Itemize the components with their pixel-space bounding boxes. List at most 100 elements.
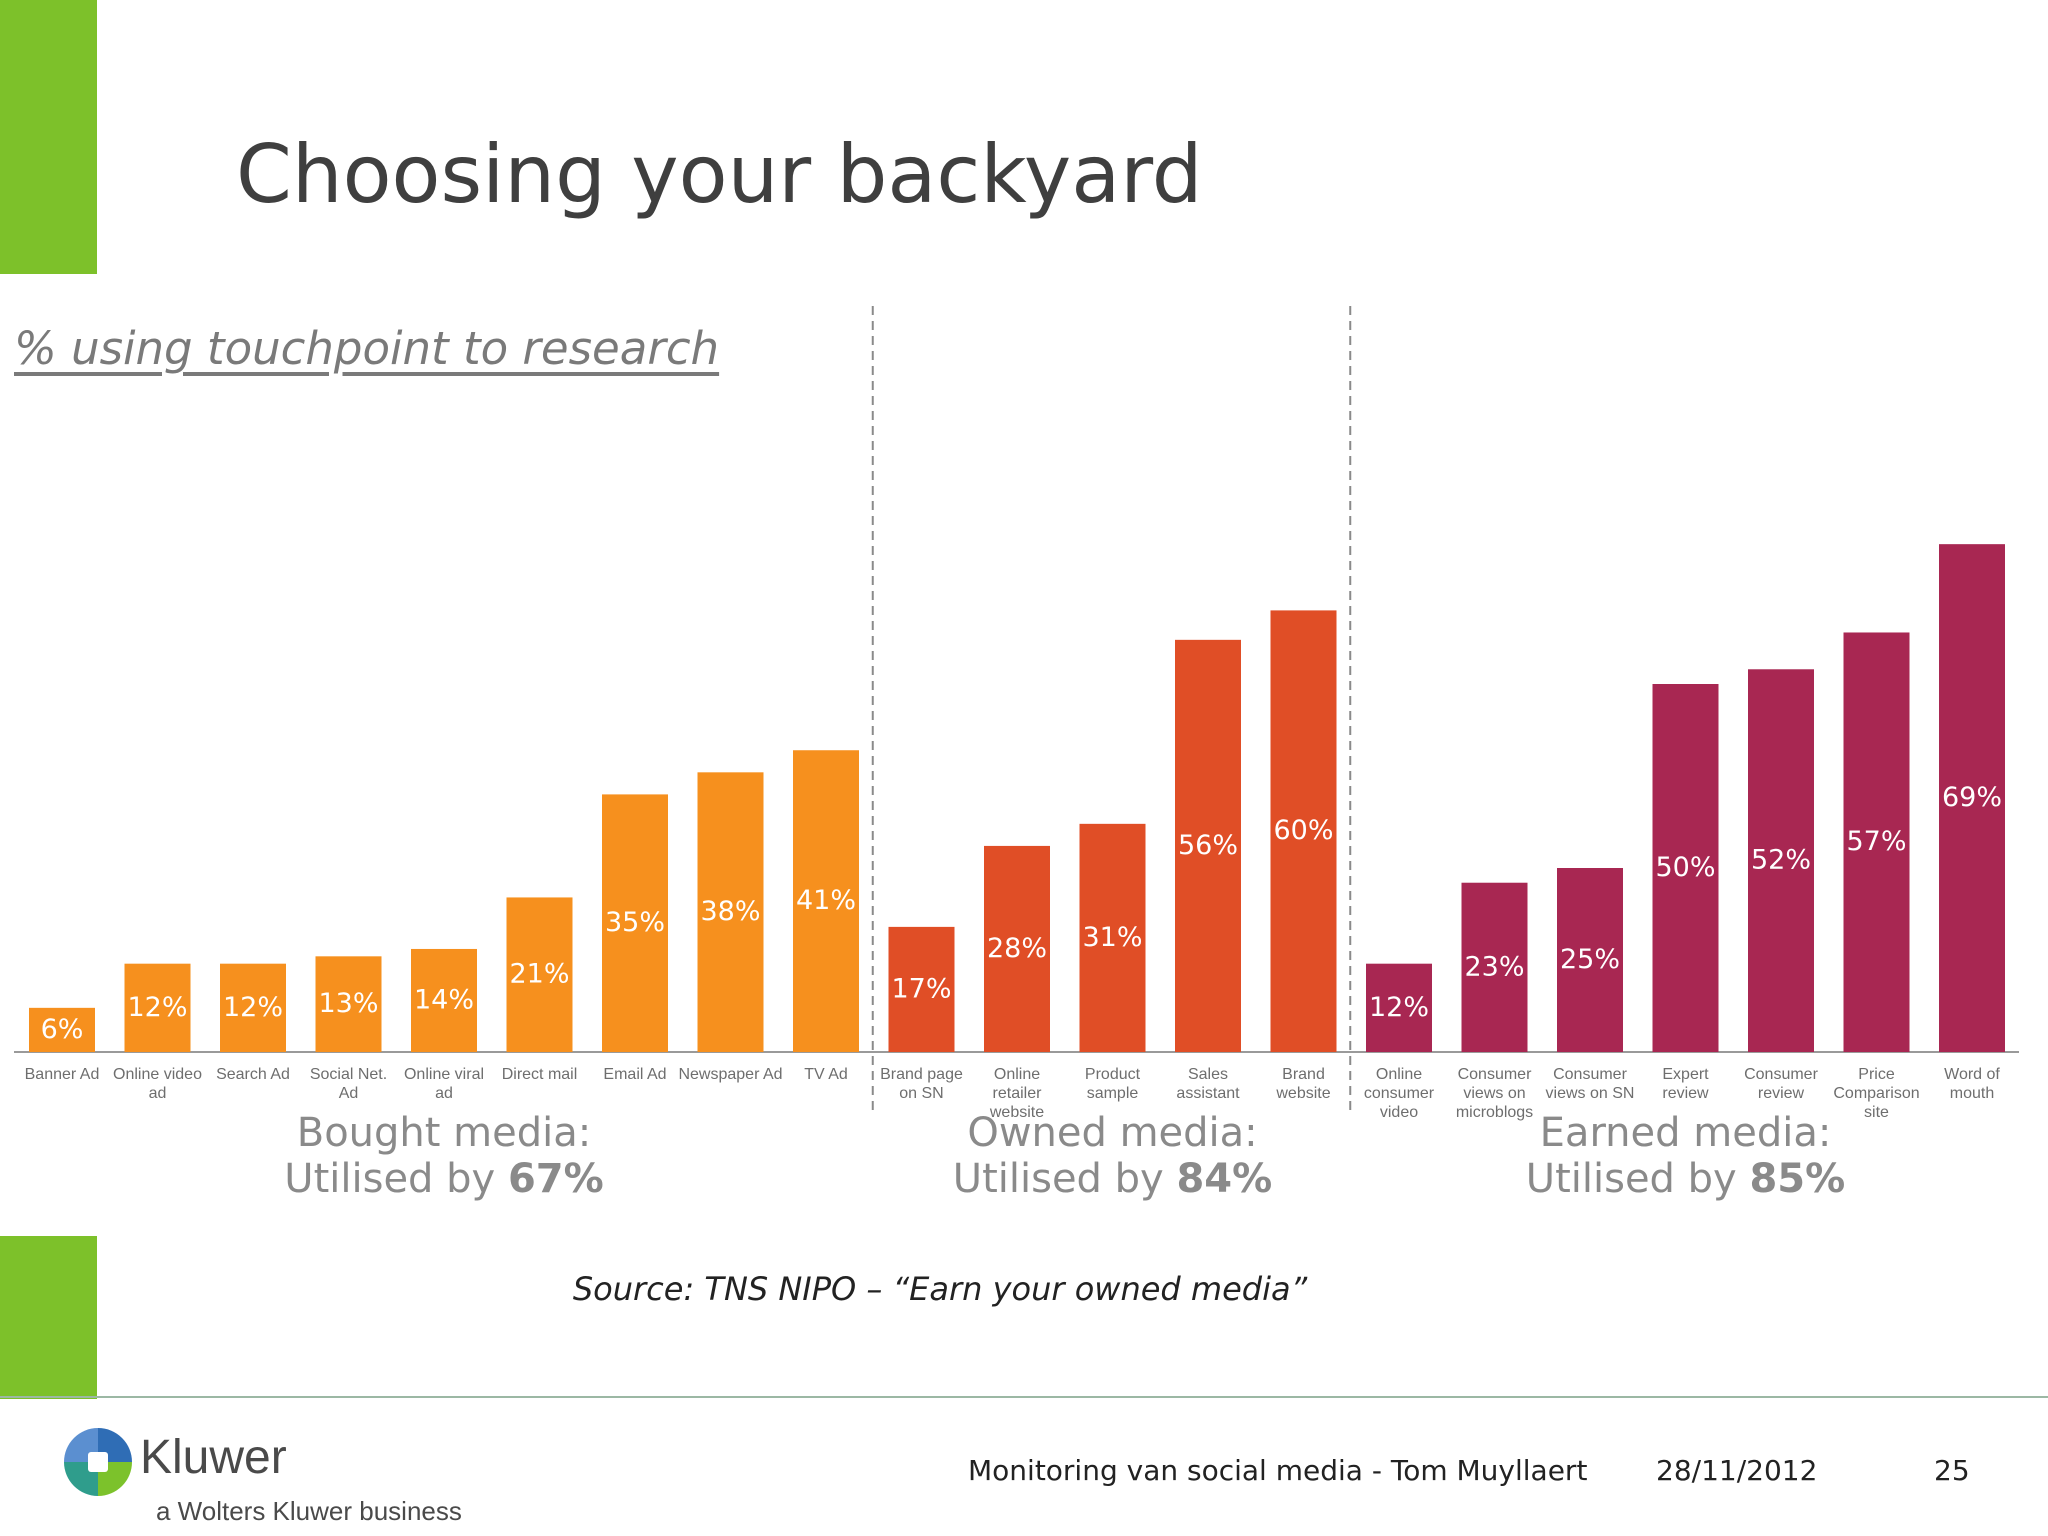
bar xyxy=(1939,544,2005,1052)
category-label: mouth xyxy=(1950,1085,1994,1102)
footer-divider xyxy=(0,1396,2048,1398)
category-label: Direct mail xyxy=(502,1066,578,1083)
data-label: 13% xyxy=(318,988,378,1019)
category-label: video xyxy=(1380,1104,1418,1121)
category-label: Ad xyxy=(339,1085,359,1102)
category-label: Brand page xyxy=(880,1066,963,1083)
category-label: Online xyxy=(1376,1066,1422,1083)
data-label: 17% xyxy=(891,973,951,1004)
bar xyxy=(1843,632,1910,1052)
bar xyxy=(984,845,1050,1052)
category-label: ad xyxy=(435,1085,453,1102)
utilisation-prefix: Utilised by xyxy=(953,1156,1177,1202)
data-label: 52% xyxy=(1751,845,1811,876)
data-label: 21% xyxy=(509,959,569,990)
kluwer-logo: Kluwer a Wolters Kluwer business xyxy=(64,1428,484,1528)
bar xyxy=(1270,610,1337,1052)
bar xyxy=(1079,823,1146,1052)
bar xyxy=(1748,669,1814,1052)
group-summary-utilisation: Utilised by 85% xyxy=(1526,1156,1845,1202)
category-label: Newspaper Ad xyxy=(678,1066,782,1083)
bar xyxy=(1557,868,1623,1052)
data-label: 6% xyxy=(41,1014,84,1045)
bar xyxy=(697,772,764,1052)
footer-date: 28/11/2012 xyxy=(1656,1454,1818,1487)
data-label: 14% xyxy=(414,984,474,1015)
category-label: microblogs xyxy=(1456,1104,1533,1121)
category-label: views on xyxy=(1463,1085,1525,1102)
bar xyxy=(220,963,286,1052)
category-label: on SN xyxy=(899,1085,943,1102)
data-label: 50% xyxy=(1655,852,1715,883)
group-summary-title: Owned media: xyxy=(967,1110,1257,1156)
category-label: website xyxy=(1275,1085,1330,1102)
chart-title: % using touchpoint to research xyxy=(14,322,720,375)
logo-name: Kluwer xyxy=(140,1431,287,1484)
utilisation-prefix: Utilised by xyxy=(1526,1156,1750,1202)
utilisation-value: 85% xyxy=(1749,1156,1845,1202)
category-label: Word of xyxy=(1944,1066,2000,1083)
category-label: Consumer xyxy=(1458,1066,1532,1083)
category-label: assistant xyxy=(1176,1085,1240,1102)
bar-chart: 6% Banner Ad 12% Online video ad 12% Search Ad… xyxy=(14,306,2019,1202)
category-label: review xyxy=(1662,1085,1709,1102)
category-label: Banner Ad xyxy=(25,1066,100,1083)
accent-bar-top xyxy=(0,0,97,274)
category-label: Social Net. xyxy=(310,1066,387,1083)
category-label: consumer xyxy=(1364,1085,1435,1102)
data-label: 35% xyxy=(605,907,665,938)
bar xyxy=(1175,639,1241,1052)
category-label: Product xyxy=(1085,1066,1141,1083)
group-summary-title: Bought media: xyxy=(297,1110,591,1156)
data-label: 60% xyxy=(1273,815,1333,846)
category-label: Price xyxy=(1858,1066,1895,1083)
bar xyxy=(124,963,191,1052)
data-label: 23% xyxy=(1464,951,1524,982)
data-label: 31% xyxy=(1082,922,1142,953)
data-label: 57% xyxy=(1846,826,1906,857)
utilisation-value: 67% xyxy=(508,1156,604,1202)
category-label: Online viral xyxy=(404,1066,484,1083)
bar xyxy=(793,750,859,1052)
bar xyxy=(1366,963,1432,1052)
data-label: 12% xyxy=(223,992,283,1023)
data-label: 38% xyxy=(700,896,760,927)
bar xyxy=(888,926,955,1052)
category-label: Online video xyxy=(113,1066,202,1083)
slide-title: Choosing your backyard xyxy=(236,128,1203,221)
data-label: 41% xyxy=(796,885,856,916)
category-label: website xyxy=(989,1104,1044,1121)
bar xyxy=(506,897,573,1052)
utilisation-prefix: Utilised by xyxy=(284,1156,508,1202)
category-label: site xyxy=(1864,1104,1889,1121)
category-label: retailer xyxy=(993,1085,1043,1102)
bar xyxy=(29,1007,95,1052)
category-label: Comparison xyxy=(1833,1085,1919,1102)
logo-tagline: a Wolters Kluwer business xyxy=(156,1496,462,1526)
data-label: 69% xyxy=(1942,782,2002,813)
category-label: Brand xyxy=(1282,1066,1325,1083)
bar xyxy=(315,956,382,1052)
data-label: 12% xyxy=(127,992,187,1023)
source-citation: Source: TNS NIPO – “Earn your owned medi… xyxy=(572,1270,1308,1308)
category-label: Search Ad xyxy=(216,1066,290,1083)
utilisation-value: 84% xyxy=(1176,1156,1272,1202)
category-label: TV Ad xyxy=(804,1066,848,1083)
category-label: Expert xyxy=(1662,1066,1709,1083)
category-label: Sales xyxy=(1188,1066,1228,1083)
data-label: 12% xyxy=(1369,992,1429,1023)
category-label: Consumer xyxy=(1744,1066,1818,1083)
data-label: 56% xyxy=(1178,830,1238,861)
bar xyxy=(602,794,668,1052)
group-summary-utilisation: Utilised by 84% xyxy=(953,1156,1272,1202)
data-label: 28% xyxy=(987,933,1047,964)
group-summary-title: Earned media: xyxy=(1540,1110,1832,1156)
category-label: ad xyxy=(149,1085,167,1102)
category-label: sample xyxy=(1087,1085,1139,1102)
category-label: views on SN xyxy=(1546,1085,1635,1102)
bar xyxy=(411,948,477,1052)
category-label: Online xyxy=(994,1066,1040,1083)
footer-presentation-title: Monitoring van social media - Tom Muylla… xyxy=(968,1454,1588,1487)
bar xyxy=(1461,882,1528,1052)
group-summary-utilisation: Utilised by 67% xyxy=(284,1156,603,1202)
